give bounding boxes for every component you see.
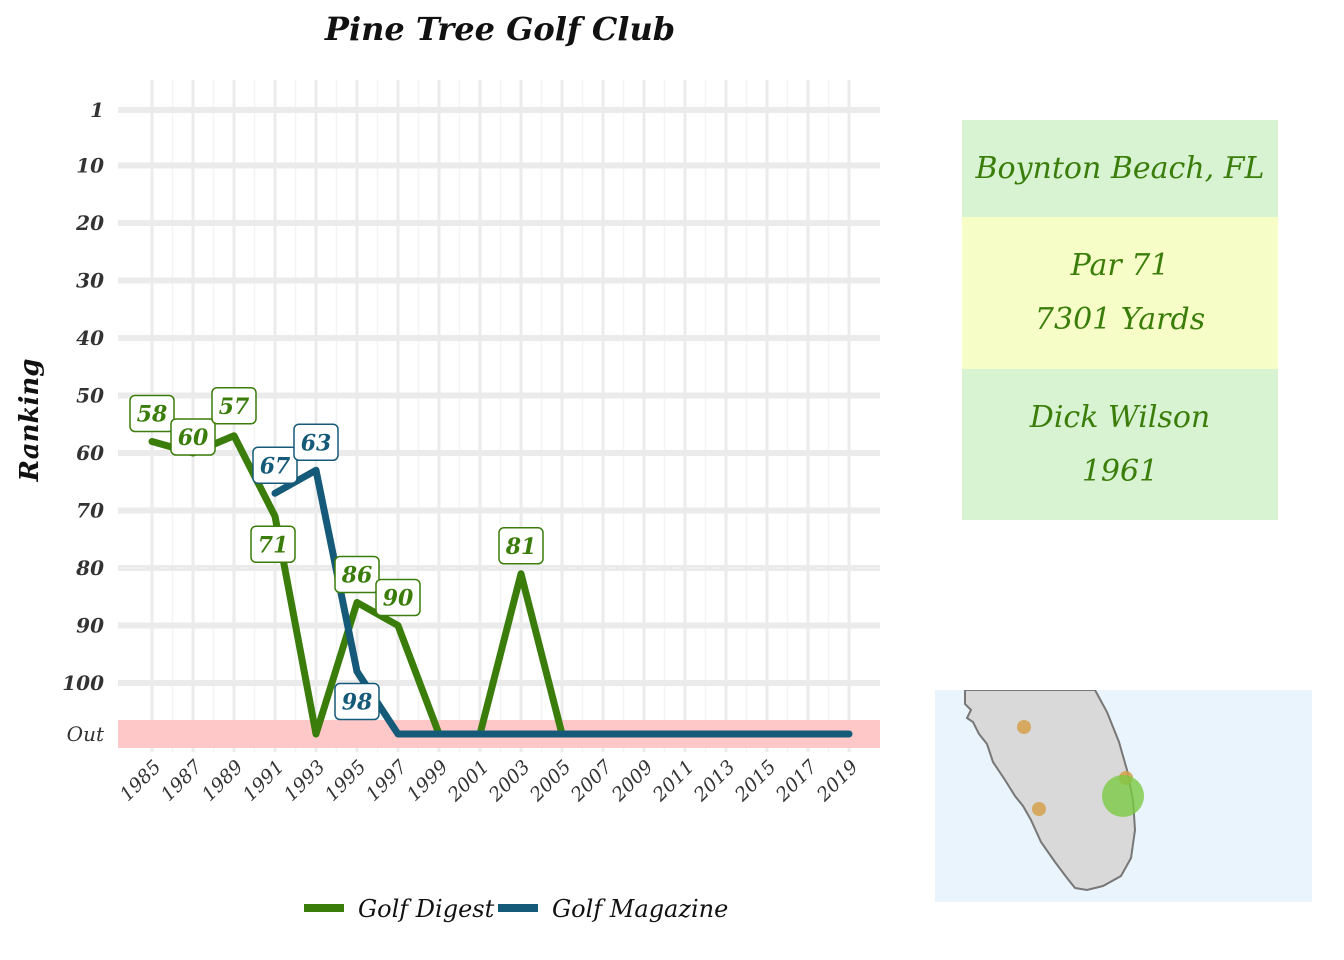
x-tick-label: 2015 (730, 756, 780, 806)
x-tick-label: 1989 (198, 756, 248, 806)
data-label-box (334, 682, 380, 721)
x-tick-label: 2001 (443, 756, 493, 806)
data-label-box (375, 578, 421, 617)
data-label-box (334, 555, 380, 594)
data-labels: 58 60 57 71 86 90 81 67 63 98 (129, 387, 544, 721)
x-tick-label: 1999 (403, 756, 453, 806)
y-tick-label: 10 (76, 154, 104, 178)
x-tick-label: 2013 (689, 756, 739, 806)
course-marker-2 (1032, 802, 1046, 816)
y-tick-label: 90 (76, 614, 104, 638)
x-tick-label: 1993 (280, 756, 330, 806)
data-label: 98 (342, 690, 373, 716)
par-text: Par 71 (1070, 248, 1170, 283)
y-tick-label: 80 (75, 556, 104, 580)
grid-lines (118, 80, 880, 752)
location-box: Boynton Beach, FL (962, 120, 1278, 217)
chart-title: Pine Tree Golf Club (324, 10, 675, 48)
y-tick-label: 30 (76, 269, 104, 293)
data-label: 63 (301, 430, 332, 456)
architect-text: Dick Wilson (1029, 399, 1211, 435)
x-tick-label: 1991 (239, 756, 289, 806)
data-label-box (293, 423, 339, 461)
data-label-box (211, 387, 257, 425)
course-stats-box: Par 71 7301 Yards (962, 217, 1278, 369)
architect-box: Dick Wilson 1961 (962, 369, 1278, 520)
data-label: 60 (178, 425, 209, 451)
x-tick-label: 2009 (607, 756, 657, 806)
legend-label: Golf Magazine (552, 895, 728, 923)
yards-text: 7301 Yards (1034, 302, 1206, 337)
x-tick-label: 1985 (116, 756, 166, 806)
y-tick-label: 20 (75, 211, 104, 235)
highlight-marker-pine-tree (1102, 775, 1144, 817)
course-marker-1 (1017, 720, 1031, 734)
data-label-box (170, 418, 216, 456)
data-label: 86 (341, 563, 373, 589)
y-tick-label: 100 (62, 671, 104, 695)
year-built-text: 1961 (1081, 453, 1159, 489)
x-tick-labels: 1985198719891991199319951997199920012003… (116, 755, 863, 806)
data-label: 67 (260, 453, 291, 479)
data-label-box (129, 394, 175, 433)
x-tick-label: 1995 (321, 756, 371, 806)
y-tick-label: 1 (90, 98, 104, 122)
x-tick-label: 2003 (484, 756, 534, 806)
series-line-golf-digest (148, 432, 566, 738)
data-label: 71 (258, 532, 289, 558)
y-tick-label: 60 (76, 441, 104, 465)
x-tick-label: 2005 (525, 756, 575, 806)
data-label: 90 (383, 586, 414, 612)
data-label-box (252, 446, 298, 484)
x-tick-label: 1987 (157, 755, 207, 805)
y-tick-label: 70 (76, 499, 104, 523)
data-label-box (498, 527, 544, 565)
x-tick-label: 2019 (812, 756, 862, 806)
y-tick-label: 40 (76, 326, 104, 350)
data-label: 58 (137, 402, 168, 428)
x-tick-label: 2007 (566, 755, 617, 806)
x-tick-label: 2011 (648, 756, 698, 806)
y-tick-labels: 1 10 20 30 40 50 60 70 80 90 100 Out (62, 98, 105, 746)
y-axis-title: Ranking (15, 359, 45, 483)
location-text: Boynton Beach, FL (975, 150, 1265, 186)
data-label: 57 (219, 394, 250, 420)
florida-map (935, 690, 1312, 902)
y-tick-label: Out (67, 722, 105, 746)
x-tick-label: 2017 (771, 755, 822, 806)
legend-label: Golf Digest (358, 895, 495, 923)
data-label: 81 (505, 534, 537, 560)
legend: Golf Digest Golf Magazine (304, 895, 728, 923)
x-tick-label: 1997 (362, 755, 412, 805)
data-label-box (250, 525, 296, 563)
y-tick-label: 50 (76, 384, 104, 408)
